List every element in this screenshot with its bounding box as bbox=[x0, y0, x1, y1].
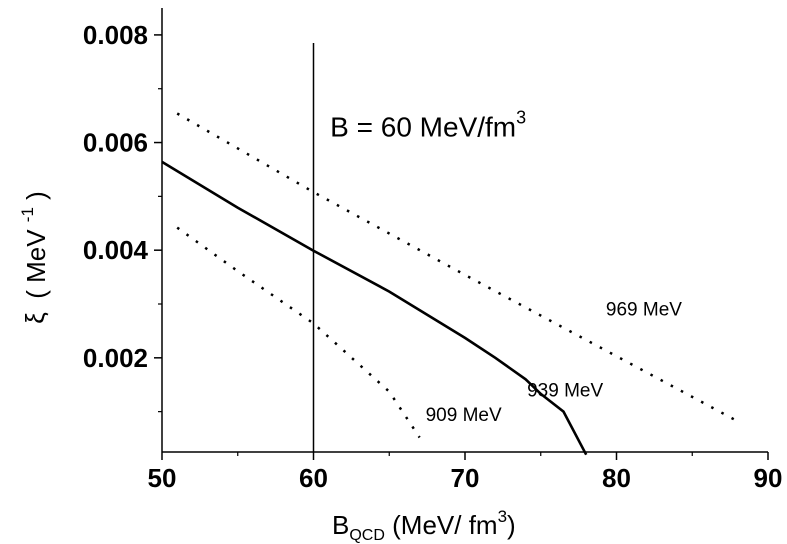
series-line-969-mev bbox=[176, 112, 739, 423]
series-line-939-mev bbox=[161, 160, 588, 456]
y-tick-label: 0.006 bbox=[83, 128, 148, 158]
x-tick-label: 90 bbox=[754, 463, 783, 493]
y-tick-label: 0.002 bbox=[83, 343, 148, 373]
y-axis-symbol: ξ bbox=[20, 312, 50, 324]
y-tick-label: 0.008 bbox=[83, 20, 148, 50]
y-tick-label: 0.004 bbox=[83, 235, 149, 265]
series-line-909-mev bbox=[176, 226, 421, 439]
x-tick-label: 70 bbox=[451, 463, 480, 493]
y-axis-title: ( MeV -1 ) bbox=[18, 191, 51, 299]
annotation-label: 969 MeV bbox=[606, 299, 682, 320]
x-tick-label: 50 bbox=[148, 463, 177, 493]
svg-text:( MeV -1 ): ( MeV -1 ) bbox=[18, 191, 51, 299]
x-axis-title: BQCD (MeV/ fm3) bbox=[332, 507, 516, 544]
x-tick-label: 80 bbox=[602, 463, 631, 493]
series-group bbox=[161, 42, 739, 456]
annotation-label: 939 MeV bbox=[527, 381, 603, 402]
annotation-b-value: B = 60 MeV/fm3 bbox=[330, 108, 526, 143]
annotation-label: 909 MeV bbox=[426, 405, 502, 426]
x-tick-label: 60 bbox=[299, 463, 328, 493]
tick-group: 50 60 70 80 90 0.002 0.004 0.006 0.008 bbox=[83, 20, 783, 493]
annotation-group: B = 60 MeV/fm3 969 MeV 939 MeV 909 MeV bbox=[330, 108, 682, 426]
axes bbox=[161, 8, 768, 453]
svg-text:ξ: ξ bbox=[20, 312, 50, 324]
